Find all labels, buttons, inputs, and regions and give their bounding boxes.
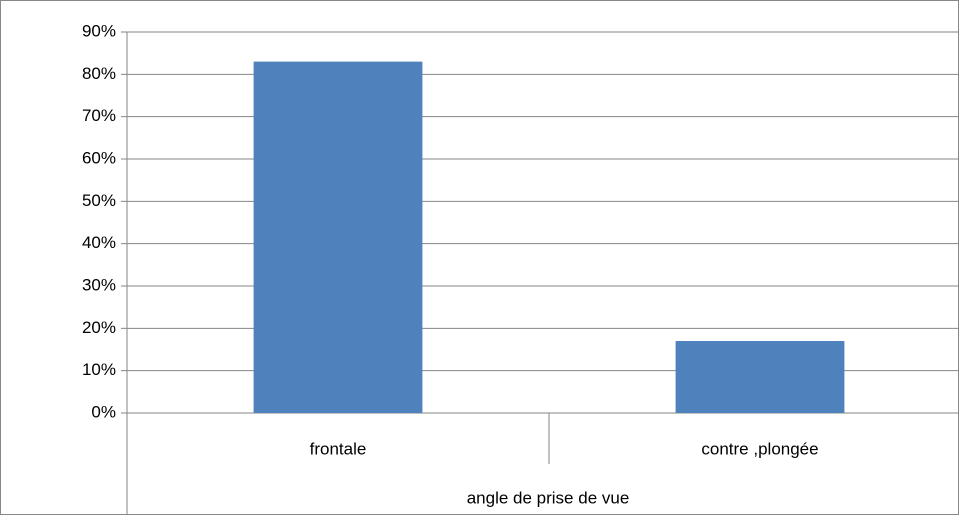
bar: [675, 341, 845, 413]
y-tick-label: 50%: [82, 191, 116, 210]
y-tick-label: 80%: [82, 64, 116, 83]
y-tick-label: 30%: [82, 275, 116, 294]
y-tick-label: 20%: [82, 318, 116, 337]
y-tick-label: 60%: [82, 148, 116, 167]
x-axis-title: angle de prise de vue: [467, 488, 630, 507]
y-tick-label: 10%: [82, 360, 116, 379]
y-tick-label: 90%: [82, 21, 116, 40]
bar: [253, 61, 423, 414]
x-tick-label: contre ,plongée: [701, 439, 818, 458]
y-tick-label: 70%: [82, 106, 116, 125]
y-tick-label: 40%: [82, 233, 116, 252]
x-tick-label: frontale: [310, 439, 367, 458]
y-tick-label: 0%: [91, 402, 116, 421]
